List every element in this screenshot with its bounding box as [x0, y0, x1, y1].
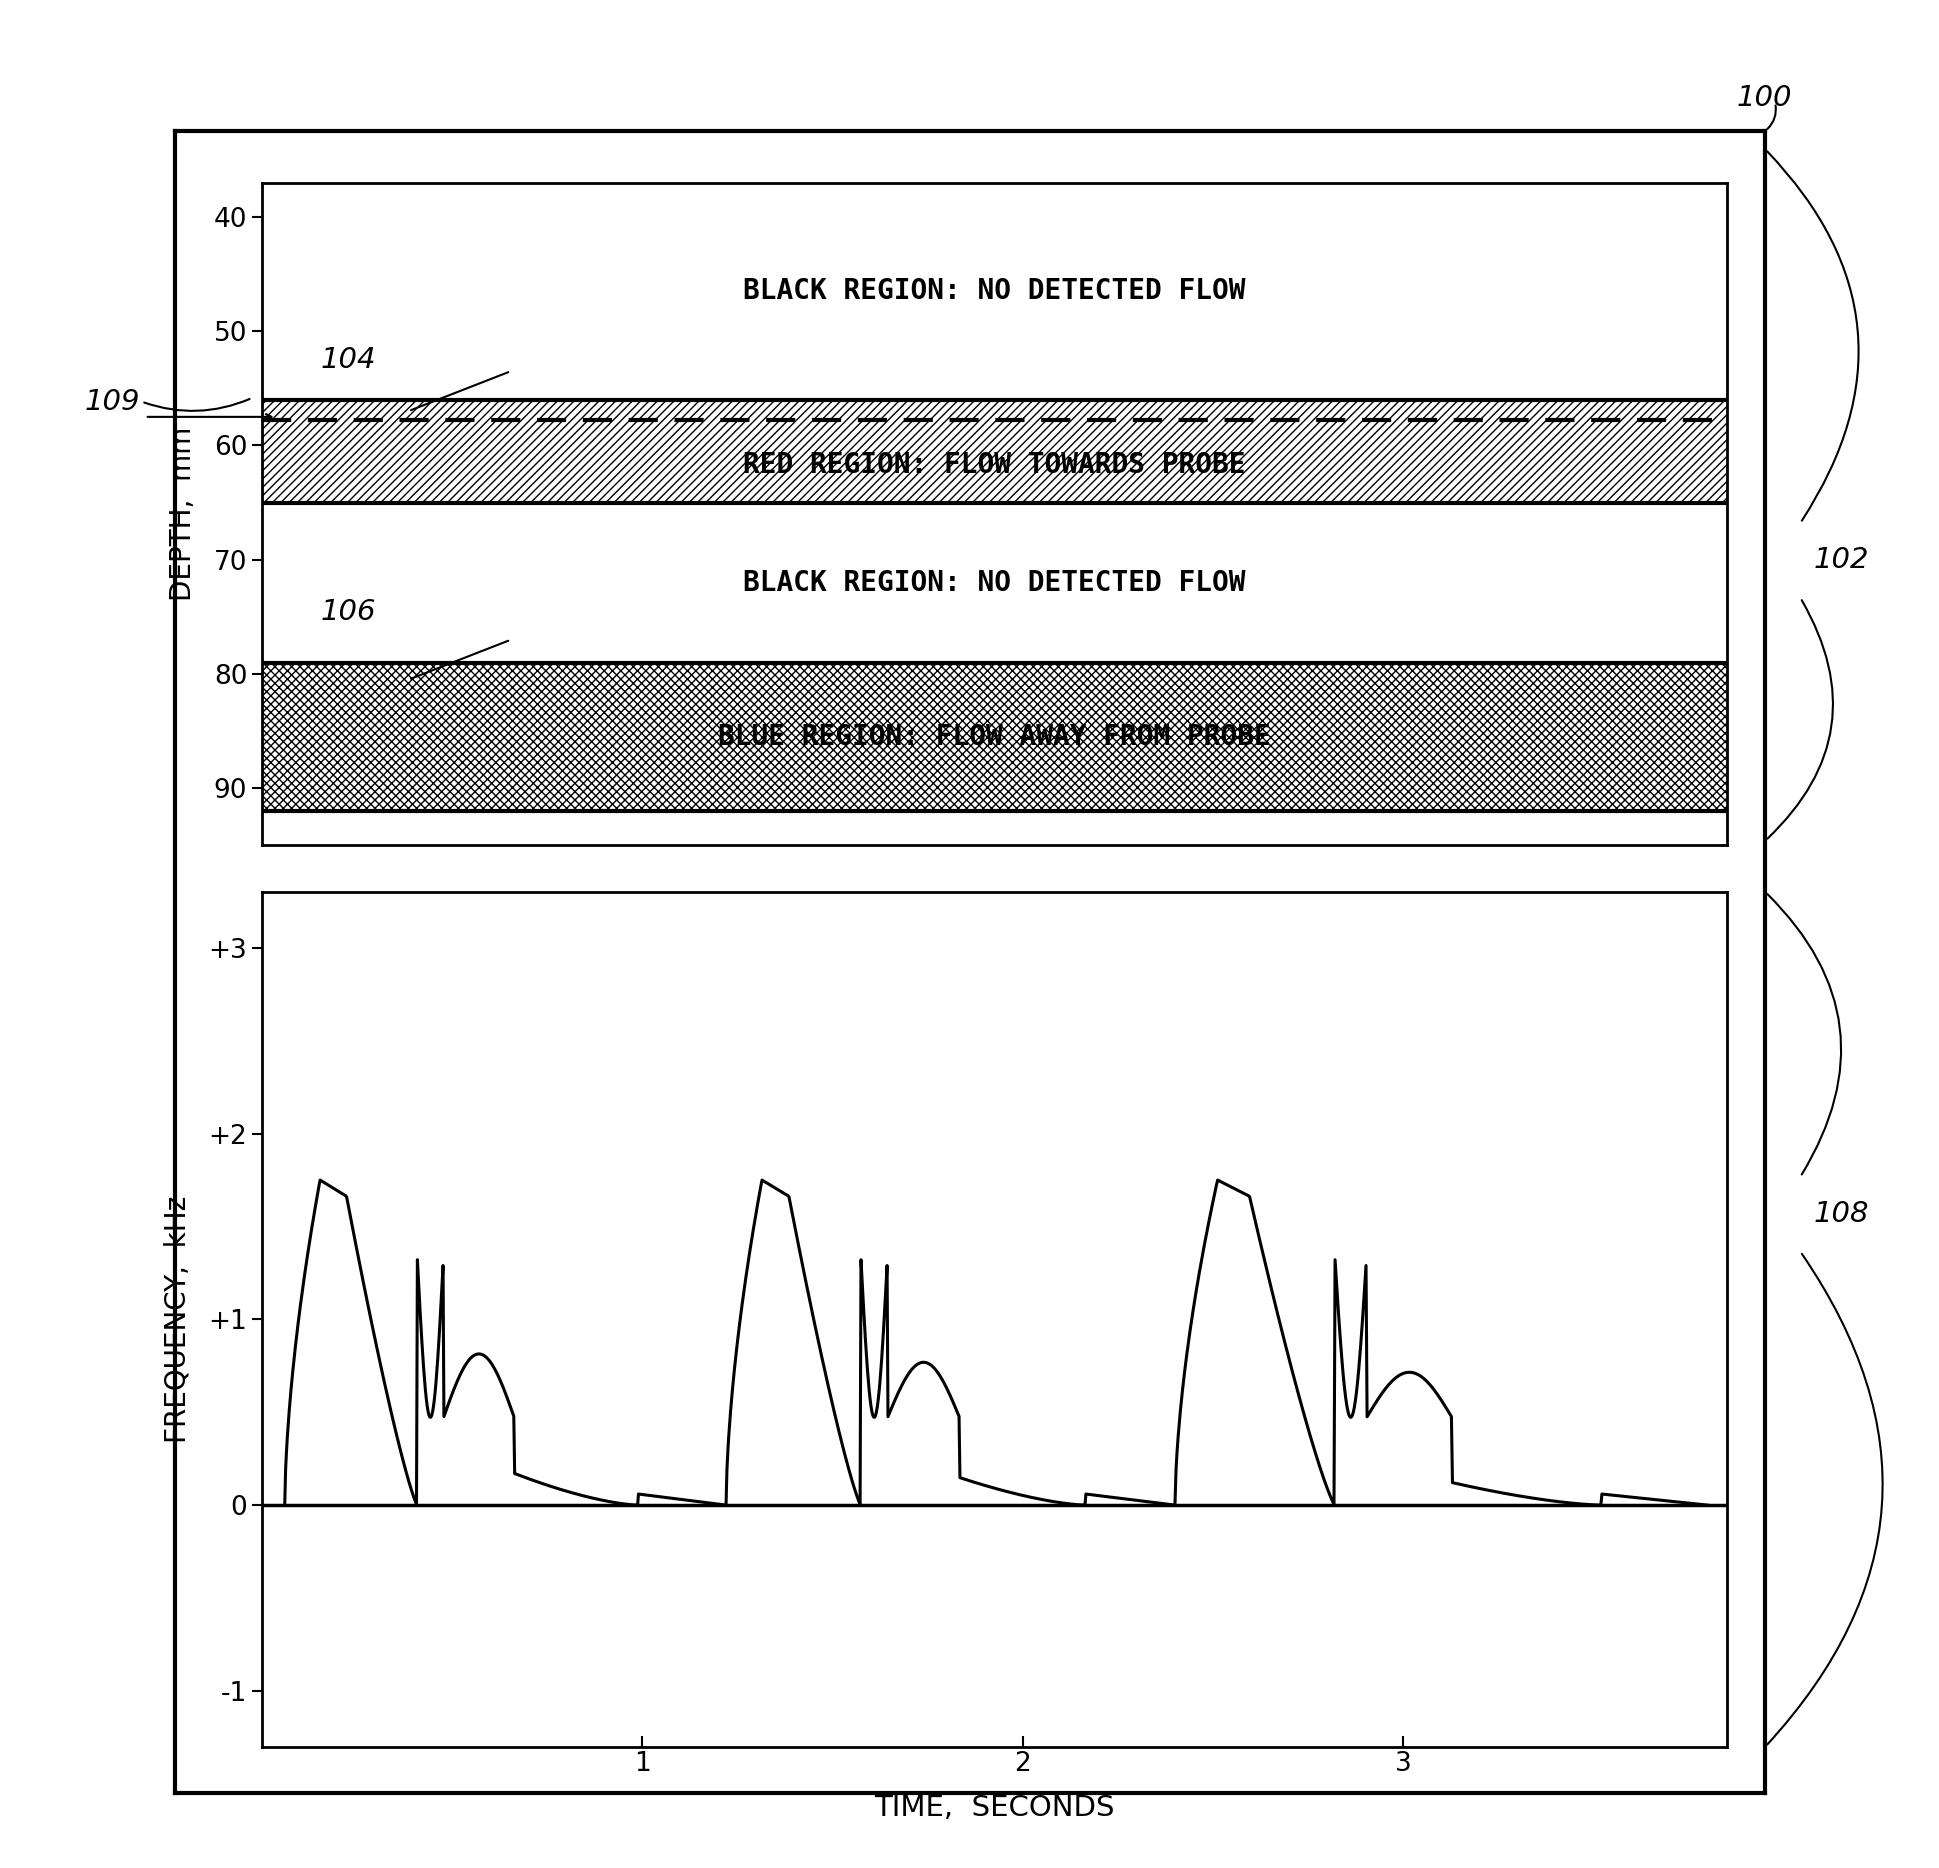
Text: BLACK REGION: NO DETECTED FLOW: BLACK REGION: NO DETECTED FLOW [743, 568, 1245, 596]
Text: BLUE REGION: FLOW AWAY FROM PROBE: BLUE REGION: FLOW AWAY FROM PROBE [717, 723, 1270, 751]
Text: RED REGION: FLOW TOWARDS PROBE: RED REGION: FLOW TOWARDS PROBE [743, 450, 1245, 478]
Y-axis label: FREQUENCY,  kHz: FREQUENCY, kHz [163, 1196, 192, 1444]
Y-axis label: DEPTH,  mm: DEPTH, mm [169, 426, 198, 601]
Text: 100: 100 [1735, 84, 1792, 112]
Text: 104: 104 [320, 346, 376, 374]
Text: BLACK REGION: NO DETECTED FLOW: BLACK REGION: NO DETECTED FLOW [743, 276, 1245, 304]
Text: 106: 106 [320, 598, 376, 626]
Text: 109: 109 [83, 389, 140, 415]
X-axis label: TIME,  SECONDS: TIME, SECONDS [874, 1793, 1113, 1821]
Text: 102: 102 [1813, 547, 1869, 573]
Text: 108: 108 [1813, 1201, 1869, 1227]
Bar [262, 183, 1726, 400]
Bar [262, 502, 1726, 663]
